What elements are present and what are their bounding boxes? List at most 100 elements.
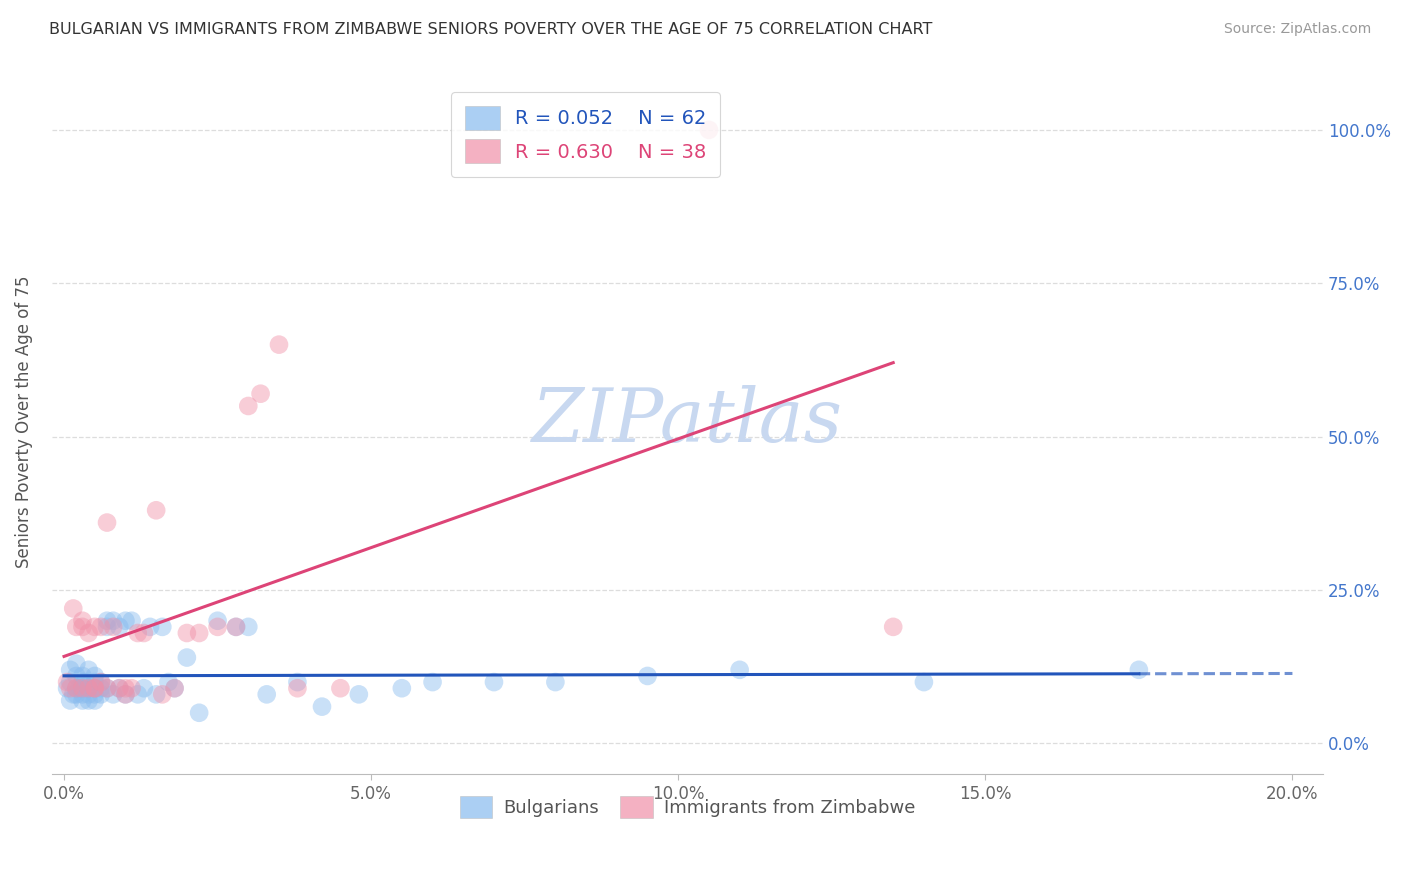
Legend: Bulgarians, Immigrants from Zimbabwe: Bulgarians, Immigrants from Zimbabwe (453, 789, 922, 825)
Point (311, 699, 333, 714)
Point (96, 516, 118, 530)
Point (150, 620, 173, 634)
Point (544, 675, 567, 690)
Point (347, 687, 370, 701)
Point (83, 687, 105, 701)
Point (150, 687, 173, 701)
Point (114, 681, 136, 696)
Point (132, 681, 155, 696)
Point (77, 626, 100, 640)
Point (83, 675, 105, 690)
Point (65, 681, 87, 696)
Y-axis label: Seniors Poverty Over the Age of 75: Seniors Poverty Over the Age of 75 (15, 275, 32, 567)
Point (59, 681, 82, 696)
Point (90, 687, 112, 701)
Point (422, 675, 444, 690)
Point (77, 687, 100, 701)
Point (67, 681, 90, 696)
Point (101, 614, 124, 628)
Point (72, 675, 94, 690)
Point (75, 675, 97, 690)
Point (96, 620, 118, 634)
Point (59, 675, 82, 690)
Point (77, 681, 100, 696)
Point (697, 123, 720, 137)
Point (83, 681, 105, 696)
Point (108, 681, 131, 696)
Point (728, 663, 751, 677)
Point (72, 669, 94, 683)
Point (96, 681, 118, 696)
Point (77, 693, 100, 707)
Point (72, 681, 94, 696)
Point (62, 687, 84, 701)
Point (238, 620, 260, 634)
Point (176, 650, 198, 665)
Point (391, 681, 413, 696)
Point (176, 626, 198, 640)
Point (72, 687, 94, 701)
Point (65, 657, 87, 671)
Text: BULGARIAN VS IMMIGRANTS FROM ZIMBABWE SENIORS POVERTY OVER THE AGE OF 75 CORRELA: BULGARIAN VS IMMIGRANTS FROM ZIMBABWE SE… (49, 22, 932, 37)
Point (77, 681, 100, 696)
Point (207, 614, 229, 628)
Point (59, 693, 82, 707)
Point (127, 626, 149, 640)
Point (83, 681, 105, 696)
Point (188, 706, 211, 720)
Point (114, 687, 136, 701)
Point (65, 681, 87, 696)
Point (65, 669, 87, 683)
Point (56, 675, 79, 690)
Point (121, 681, 143, 696)
Point (108, 681, 131, 696)
Point (83, 681, 105, 696)
Point (912, 675, 935, 690)
Point (96, 681, 118, 696)
Point (72, 614, 94, 628)
Point (637, 669, 659, 683)
Point (256, 687, 278, 701)
Point (77, 663, 100, 677)
Point (114, 687, 136, 701)
Point (145, 687, 167, 701)
Point (127, 687, 149, 701)
Point (108, 620, 131, 634)
Point (267, 337, 290, 351)
Point (121, 614, 143, 628)
Point (83, 620, 105, 634)
Text: ZIPatlas: ZIPatlas (531, 385, 844, 458)
Point (482, 675, 505, 690)
Point (188, 626, 211, 640)
Point (329, 681, 352, 696)
Point (72, 681, 94, 696)
Point (225, 620, 247, 634)
Point (65, 620, 87, 634)
Point (90, 620, 112, 634)
Point (90, 681, 112, 696)
Point (163, 681, 186, 696)
Point (145, 503, 167, 517)
Point (157, 675, 180, 690)
Point (90, 675, 112, 690)
Point (83, 693, 105, 707)
Point (238, 399, 260, 413)
Point (101, 687, 124, 701)
Point (101, 620, 124, 634)
Point (882, 620, 904, 634)
Point (132, 626, 155, 640)
Point (96, 614, 118, 628)
Point (225, 620, 247, 634)
Point (56, 681, 79, 696)
Point (62, 601, 84, 615)
Point (287, 681, 309, 696)
Text: Source: ZipAtlas.com: Source: ZipAtlas.com (1223, 22, 1371, 37)
Point (72, 693, 94, 707)
Point (90, 675, 112, 690)
Point (1128, 663, 1150, 677)
Point (139, 620, 162, 634)
Point (163, 681, 186, 696)
Point (65, 687, 87, 701)
Point (114, 614, 136, 628)
Point (249, 386, 271, 401)
